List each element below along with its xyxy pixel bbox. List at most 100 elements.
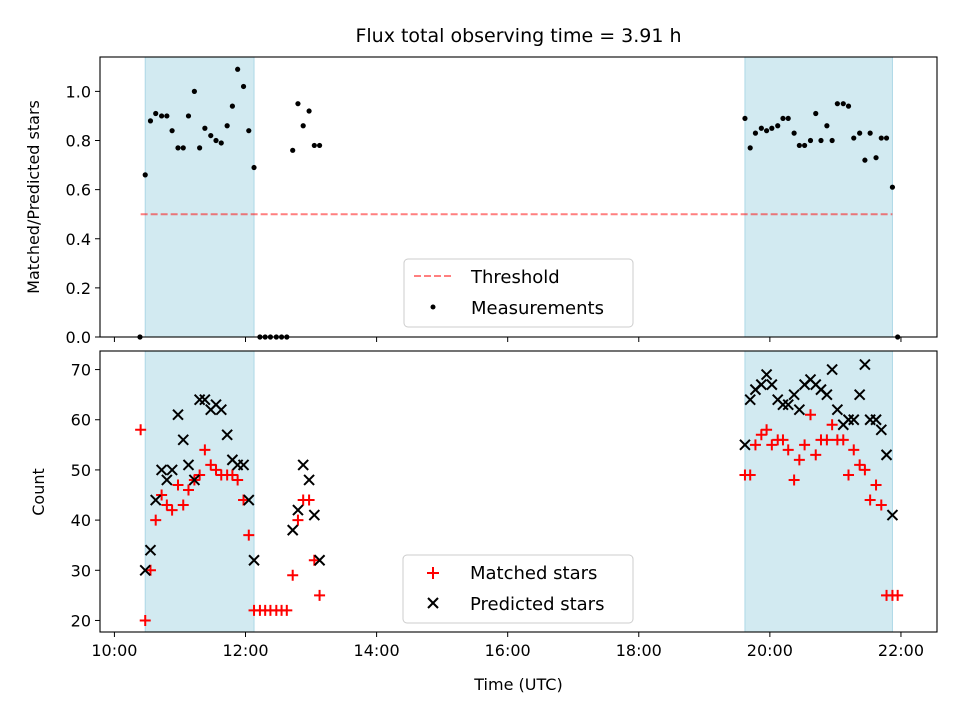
measurements-point (224, 123, 230, 129)
predicted-stars-point (766, 378, 778, 391)
matched-stars-point (314, 589, 326, 601)
matched-stars-point (892, 589, 904, 601)
matched-stars-point (859, 464, 871, 476)
legend-matched-swatch (427, 567, 439, 579)
predicted-stars-point (243, 494, 255, 506)
top-shaded-interval-1 (144, 56, 255, 338)
predicted-stars-point (842, 414, 855, 426)
matched-stars-point (793, 454, 805, 466)
bottom-shaded-interval-2 (744, 350, 893, 633)
top-y-tick-label: 1.0 (66, 82, 91, 101)
matched-stars-point (821, 434, 833, 446)
predicted-stars-point (831, 404, 844, 416)
matched-stars-point (243, 529, 255, 541)
x-axis-label: Time (UTC) (473, 675, 562, 694)
top-shaded-intervals (144, 56, 893, 338)
measurements-point (240, 83, 247, 90)
measurements-point (229, 103, 235, 109)
matched-stars-points (135, 409, 904, 626)
x-tick-label: 16:00 (485, 641, 531, 660)
measurements-point (780, 115, 786, 122)
matched-stars-point (166, 504, 178, 516)
predicted-stars-point (303, 474, 315, 486)
predicted-stars-point (848, 414, 860, 426)
measurements-point (202, 125, 208, 131)
predicted-stars-point (172, 409, 184, 421)
x-tick-label: 20:00 (747, 641, 793, 660)
bottom-panel: 20 30 40 50 60 70 10:00 12:00 14:00 16:00 18:00 20… (29, 350, 938, 694)
measurements-point (769, 125, 775, 131)
predicted-stars-point (313, 554, 326, 566)
measurements-point (742, 115, 748, 122)
top-panel: 0.0 0.2 0.4 0.6 0.8 1.0 Matched/Predicted sta… (24, 56, 938, 347)
top-axes-frame (99, 56, 938, 338)
predicted-stars-point (237, 459, 250, 471)
matched-stars-point (308, 554, 320, 566)
predicted-stars-point (886, 509, 899, 521)
matched-stars-point (810, 449, 822, 461)
matched-stars-point (777, 434, 789, 446)
predicted-stars-point (155, 464, 168, 476)
predicted-stars-point (199, 393, 211, 406)
bottom-legend: Matched stars Predicted stars (402, 554, 634, 624)
matched-stars-point (292, 514, 304, 526)
matched-stars-point (799, 439, 811, 451)
predicted-stars-point (166, 464, 178, 476)
predicted-stars-point (308, 509, 321, 521)
top-y-ticks: 0.0 0.2 0.4 0.6 0.8 1.0 (66, 82, 100, 347)
measurements-point (791, 130, 797, 136)
measurements-point (153, 110, 159, 117)
measurements-point (785, 115, 791, 122)
matched-stars-point (281, 604, 293, 616)
measurements-point (159, 113, 165, 119)
measurements-point (246, 128, 252, 134)
matched-stars-point (870, 479, 882, 491)
matched-stars-point (843, 469, 855, 481)
measurements-point (295, 101, 301, 107)
top-legend: Threshold Measurements (403, 258, 634, 328)
measurements-point (758, 125, 764, 131)
matched-stars-point (156, 489, 168, 501)
predicted-stars-point (853, 388, 866, 401)
measurements-point (857, 130, 863, 136)
predicted-stars-point (150, 494, 162, 506)
measurements-point (802, 142, 808, 149)
top-y-tick-label: 0.0 (66, 328, 91, 347)
bottom-y-tick-label: 60 (71, 411, 91, 430)
matched-stars-point (182, 484, 194, 496)
measurements-point (840, 101, 846, 107)
matched-stars-point (139, 614, 151, 626)
predicted-stars-point (161, 474, 173, 486)
legend-matched-label: Matched stars (470, 563, 597, 584)
measurements-point (300, 123, 306, 129)
predicted-stars-point (215, 404, 227, 416)
measurements-point (235, 66, 241, 72)
matched-stars-point (199, 444, 211, 456)
measurements-point (883, 135, 890, 141)
measurements-point (873, 155, 879, 161)
matched-stars-point (755, 429, 767, 441)
predicted-stars-point (755, 378, 768, 391)
legend-measurements-label: Measurements (471, 298, 604, 319)
measurement-points (137, 66, 901, 340)
top-shaded-interval-2 (744, 56, 893, 338)
measurements-point (834, 101, 840, 107)
measurements-point (862, 157, 868, 163)
predicted-stars-point (875, 424, 887, 436)
matched-stars-point (226, 469, 238, 481)
matched-stars-point (135, 424, 147, 436)
measurements-point (180, 145, 186, 151)
measurements-point (218, 140, 224, 146)
matched-stars-point (805, 409, 816, 421)
predicted-stars-point (788, 388, 800, 401)
measurements-point (807, 137, 814, 144)
measurements-point (251, 164, 257, 171)
predicted-stars-point (870, 414, 882, 426)
bottom-y-tick-label: 20 (71, 611, 91, 630)
matched-stars-point (172, 479, 184, 491)
bottom-x-ticks: 10:00 12:00 14:00 16:00 18:00 20:00 22:00 (91, 632, 924, 660)
legend-threshold-label: Threshold (470, 267, 560, 288)
legend-measurements-swatch (430, 304, 436, 310)
bottom-y-tick-label: 30 (71, 561, 91, 580)
